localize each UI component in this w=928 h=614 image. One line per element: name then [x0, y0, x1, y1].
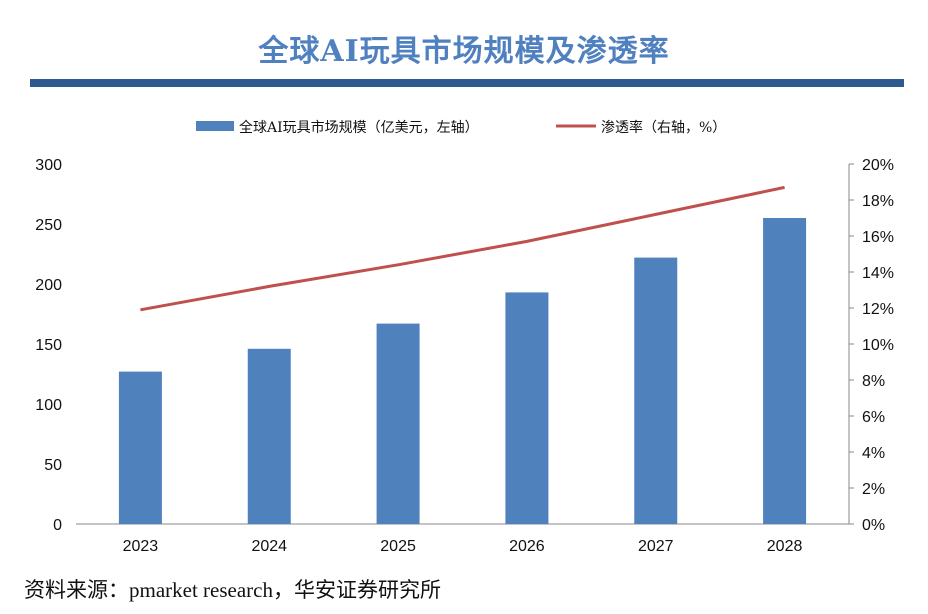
x-axis-tick-label: 2026: [509, 538, 545, 555]
right-axis-tick-label: 4%: [862, 445, 885, 462]
x-axis-tick-label: 2024: [251, 538, 287, 555]
legend-bar-label: 全球AI玩具市场规模（亿美元，左轴）: [239, 119, 479, 136]
right-axis-tick-label: 14%: [862, 265, 894, 282]
right-axis-tick-label: 2%: [862, 481, 885, 498]
bar-2023: [118, 371, 162, 524]
bar-2028: [763, 218, 807, 524]
left-axis-tick-label: 250: [35, 217, 62, 234]
bar-2024: [247, 348, 291, 524]
right-axis-tick-label: 0%: [862, 517, 885, 534]
left-axis-tick-label: 50: [44, 457, 62, 474]
right-axis-tick-label: 6%: [862, 409, 885, 426]
left-axis-tick-label: 150: [35, 337, 62, 354]
right-axis-tick-label: 20%: [862, 157, 894, 174]
left-axis-tick-label: 0: [53, 517, 62, 534]
x-axis-tick-label: 2027: [638, 538, 674, 555]
x-axis-tick-label: 2023: [123, 538, 159, 555]
right-axis-tick-label: 10%: [862, 337, 894, 354]
bar-2027: [634, 257, 678, 524]
legend-line-label: 渗透率（右轴，%）: [601, 119, 726, 136]
left-axis-tick-label: 100: [35, 397, 62, 414]
legend-bar-swatch: [196, 121, 234, 131]
penetration-line: [140, 185, 785, 312]
right-axis-tick-label: 18%: [862, 193, 894, 210]
x-axis-tick-label: 2028: [767, 538, 803, 555]
left-axis-tick-label: 200: [35, 277, 62, 294]
title-divider: [30, 79, 904, 87]
right-axis-tick-label: 8%: [862, 373, 885, 390]
bar-2026: [505, 292, 549, 524]
right-axis-tick-label: 12%: [862, 301, 894, 318]
x-axis-tick-label: 2025: [380, 538, 416, 555]
left-axis-tick-label: 300: [35, 157, 62, 174]
chart-title: 全球AI玩具市场规模及渗透率: [258, 34, 670, 69]
source-note: 资料来源：pmarket research，华安证券研究所: [24, 578, 441, 602]
bar-2025: [376, 323, 420, 524]
right-axis-tick-label: 16%: [862, 229, 894, 246]
